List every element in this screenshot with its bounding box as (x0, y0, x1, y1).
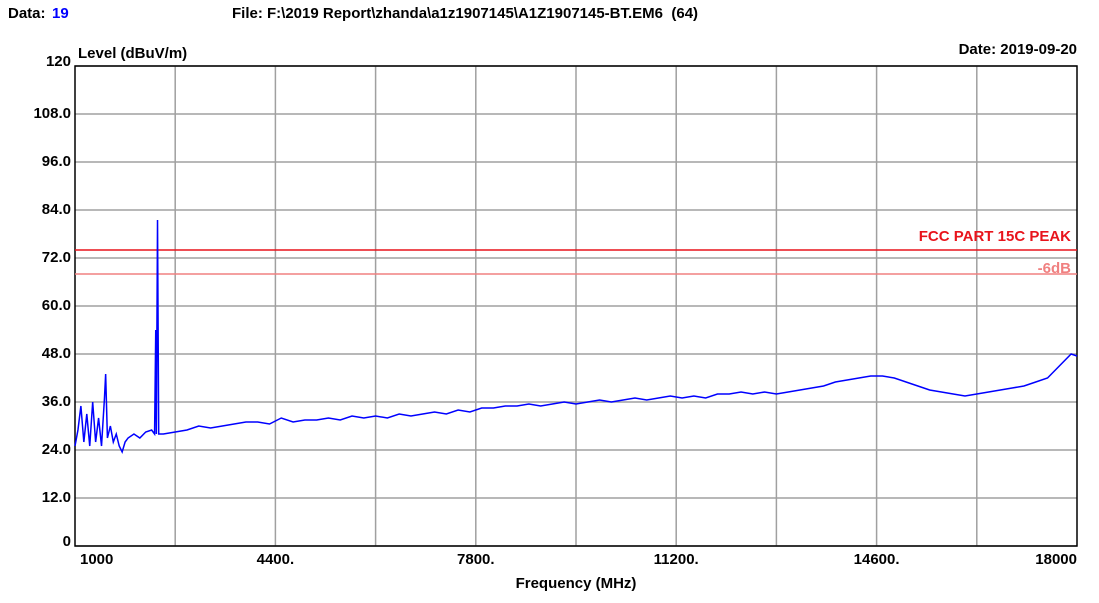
x-tick-label: 14600. (854, 551, 900, 568)
y-tick-label: 108.0 (33, 105, 71, 122)
date: Date: 2019-09-20 (959, 41, 1077, 58)
y-tick-label: 72.0 (42, 249, 71, 266)
y-tick-label: 84.0 (42, 201, 71, 218)
y-tick-label: 36.0 (42, 393, 71, 410)
y-tick-label: 12.0 (42, 489, 71, 506)
x-tick-label: 4400. (257, 551, 295, 568)
x-tick-label: 18000 (1035, 551, 1077, 568)
y-tick-label: 48.0 (42, 345, 71, 362)
trace (74, 219, 1078, 455)
x-axis-label: Frequency (MHz) (516, 575, 637, 592)
limit-label: -6dB (1038, 260, 1072, 277)
y-tick-label: 0 (63, 533, 71, 550)
file-path: File: F:\2019 Report\zhanda\a1z1907145\A… (232, 5, 698, 22)
limit-label: FCC PART 15C PEAK (919, 228, 1071, 245)
y-tick-label: 24.0 (42, 441, 71, 458)
x-tick-label: 7800. (457, 551, 495, 568)
y-axis-label: Level (dBuV/m) (78, 45, 187, 62)
plot-frame (74, 65, 1078, 547)
y-tick-label: 96.0 (42, 153, 71, 170)
x-tick-label: 11200. (654, 551, 699, 568)
data-label: Data: (8, 5, 46, 22)
y-tick-label: 120 (46, 53, 71, 70)
y-tick-label: 60.0 (42, 297, 71, 314)
x-tick-label: 1000 (80, 551, 113, 568)
data-number: 19 (52, 5, 69, 22)
